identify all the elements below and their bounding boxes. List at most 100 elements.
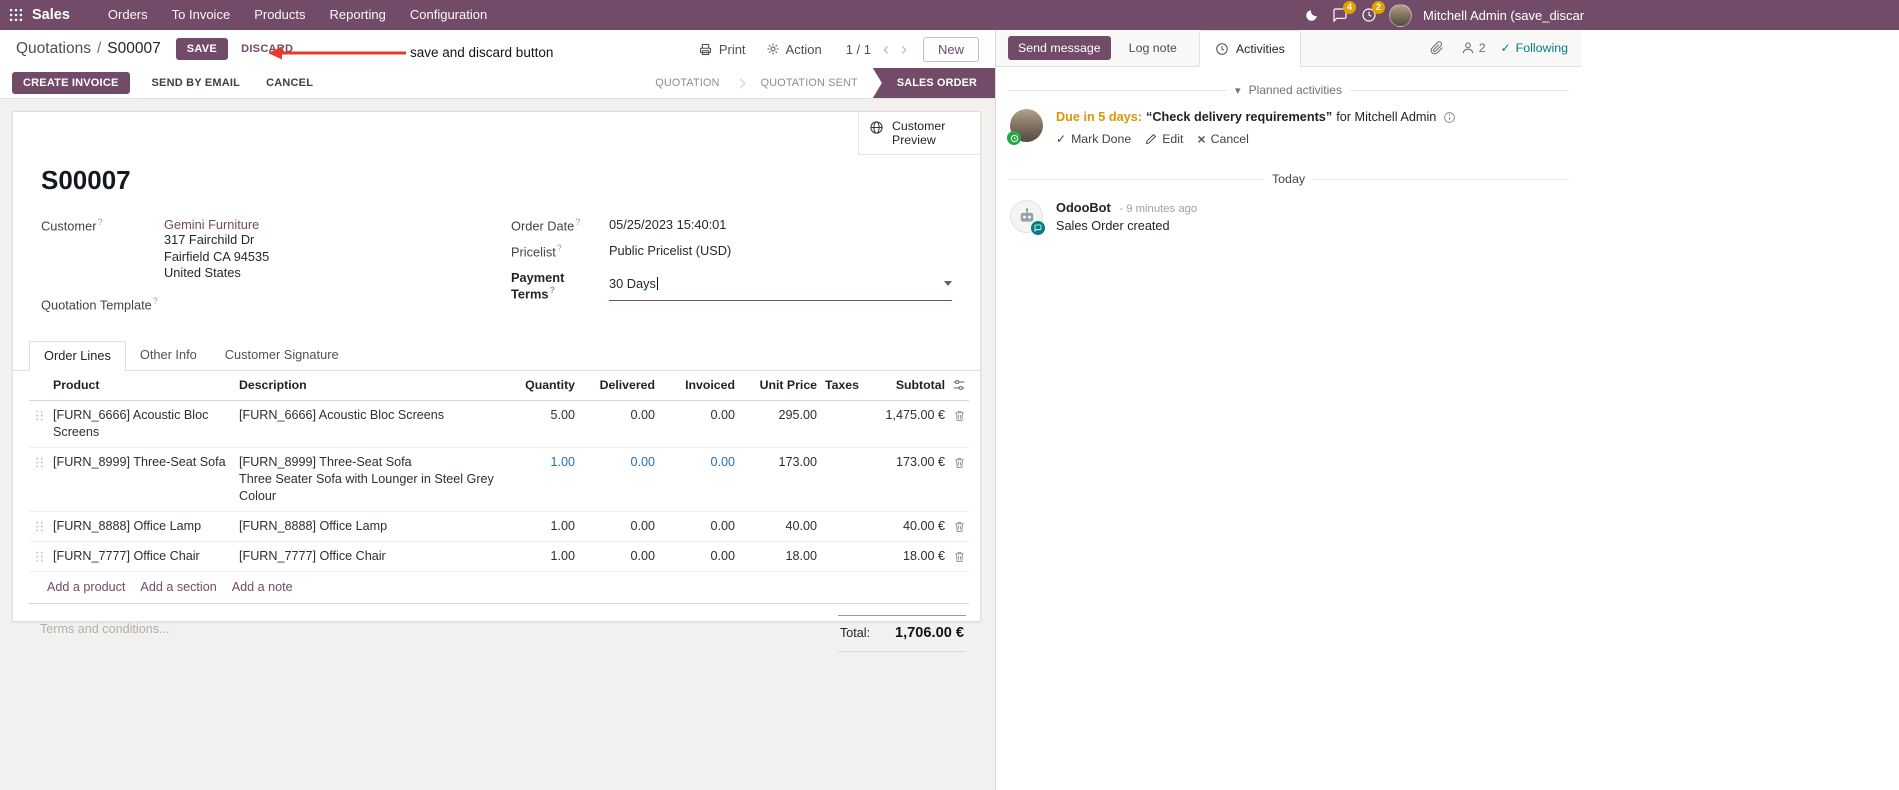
pager-previous-icon[interactable]: ‹	[882, 39, 889, 59]
cell-description[interactable]: [FURN_7777] Office Chair	[239, 548, 386, 563]
cancel-activity-button[interactable]: × Cancel	[1197, 132, 1248, 146]
terms-placeholder[interactable]: Terms and conditions...	[40, 621, 170, 636]
cell-invoiced[interactable]: 0.00	[710, 454, 735, 469]
print-button[interactable]: Print	[698, 42, 746, 57]
delete-row-icon[interactable]	[949, 548, 969, 563]
menu-products[interactable]: Products	[254, 7, 306, 22]
col-subtotal[interactable]: Subtotal	[895, 377, 945, 392]
cell-description[interactable]: [FURN_8999] Three-Seat Sofa Three Seater…	[239, 454, 494, 503]
odoobot-avatar[interactable]	[1010, 200, 1045, 235]
drag-handle-icon[interactable]	[29, 518, 49, 533]
status-step-quotation[interactable]: QUOTATION	[655, 77, 720, 89]
send-message-button[interactable]: Send message	[1008, 36, 1111, 60]
followers-button[interactable]: 2	[1461, 41, 1486, 55]
attachments-paperclip-icon[interactable]	[1428, 39, 1446, 57]
activities-tab[interactable]: Activities	[1198, 30, 1301, 67]
cell-quantity[interactable]: 1.00	[550, 548, 575, 563]
planned-activities-header[interactable]: ▾ Planned activities	[1008, 83, 1570, 97]
save-button[interactable]: SAVE	[175, 38, 229, 60]
col-product[interactable]: Product	[53, 377, 100, 392]
app-name[interactable]: Sales	[32, 7, 70, 23]
col-description[interactable]: Description	[239, 377, 307, 392]
status-step-sales-order[interactable]: SALES ORDER	[872, 68, 995, 98]
customer-field-value[interactable]: Gemini Furniture 317 Fairchild Dr Fairfi…	[164, 217, 269, 282]
cell-delivered[interactable]: 0.00	[630, 407, 655, 422]
cell-invoiced[interactable]: 0.00	[710, 518, 735, 533]
cell-delivered[interactable]: 0.00	[630, 518, 655, 533]
create-invoice-button[interactable]: CREATE INVOICE	[12, 72, 130, 94]
menu-reporting[interactable]: Reporting	[329, 7, 386, 22]
cancel-button[interactable]: CANCEL	[260, 72, 319, 94]
col-taxes[interactable]: Taxes	[825, 377, 859, 392]
col-unit-price[interactable]: Unit Price	[759, 377, 817, 392]
apps-grid-icon[interactable]	[9, 8, 23, 22]
table-row[interactable]: [FURN_7777] Office Chair [FURN_7777] Off…	[29, 542, 969, 572]
tab-order-lines[interactable]: Order Lines	[29, 340, 126, 371]
breadcrumb-quotations[interactable]: Quotations	[16, 40, 91, 57]
status-step-quotation-sent[interactable]: QUOTATION SENT	[760, 77, 858, 89]
add-a-note-link[interactable]: Add a note	[231, 579, 293, 594]
info-icon[interactable]	[1443, 111, 1456, 124]
table-row[interactable]: [FURN_8999] Three-Seat Sofa [FURN_8999] …	[29, 448, 969, 512]
cell-product[interactable]: [FURN_8999] Three-Seat Sofa	[53, 454, 226, 469]
discard-button[interactable]: DISCARD	[233, 38, 301, 60]
menu-configuration[interactable]: Configuration	[409, 7, 488, 22]
cell-product[interactable]: [FURN_8888] Office Lamp	[53, 518, 202, 533]
cell-quantity[interactable]: 1.00	[550, 454, 575, 469]
cell-description[interactable]: [FURN_8888] Office Lamp	[239, 518, 388, 533]
user-menu[interactable]: Mitchell Admin (save_discar	[1423, 7, 1585, 23]
cell-delivered[interactable]: 0.00	[630, 454, 655, 469]
cell-product[interactable]: [FURN_6666] Acoustic Bloc Screens	[53, 407, 209, 439]
delete-row-icon[interactable]	[949, 407, 969, 422]
dropdown-caret-icon[interactable]	[944, 280, 952, 286]
delete-row-icon[interactable]	[949, 454, 969, 469]
table-row[interactable]: [FURN_8888] Office Lamp [FURN_8888] Offi…	[29, 512, 969, 542]
col-delivered[interactable]: Delivered	[599, 377, 655, 392]
customer-preview-button[interactable]: Customer Preview	[858, 112, 980, 155]
mark-done-button[interactable]: ✓ Mark Done	[1056, 132, 1131, 146]
cell-invoiced[interactable]: 0.00	[710, 407, 735, 422]
cell-unit-price[interactable]: 173.00	[778, 454, 817, 469]
tab-other-info[interactable]: Other Info	[139, 346, 197, 362]
following-button[interactable]: ✓ Following	[1501, 41, 1568, 55]
edit-activity-button[interactable]: Edit	[1145, 132, 1183, 146]
cell-unit-price[interactable]: 18.00	[785, 548, 817, 563]
cell-description[interactable]: [FURN_6666] Acoustic Bloc Screens	[239, 407, 445, 422]
dark-mode-moon-icon[interactable]	[1302, 6, 1320, 24]
cell-quantity[interactable]: 1.00	[550, 518, 575, 533]
new-button[interactable]: New	[922, 36, 979, 62]
action-button[interactable]: Action	[766, 42, 822, 57]
pricelist-value[interactable]: Public Pricelist (USD)	[609, 243, 732, 259]
drag-handle-icon[interactable]	[29, 407, 49, 422]
menu-orders[interactable]: Orders	[107, 7, 148, 22]
order-date-value[interactable]: 05/25/2023 15:40:01	[609, 217, 727, 232]
cell-quantity[interactable]: 5.00	[550, 407, 575, 422]
table-row[interactable]: [FURN_6666] Acoustic Bloc Screens [FURN_…	[29, 401, 969, 448]
activities-clock-icon[interactable]: 2	[1360, 1, 1385, 24]
cell-invoiced[interactable]: 0.00	[710, 548, 735, 563]
message-author[interactable]: OdooBot	[1056, 200, 1111, 215]
menu-to-invoice[interactable]: To Invoice	[171, 7, 231, 22]
send-by-email-button[interactable]: SEND BY EMAIL	[146, 72, 247, 94]
cell-product[interactable]: [FURN_7777] Office Chair	[53, 548, 200, 563]
col-invoiced[interactable]: Invoiced	[685, 377, 735, 392]
add-a-section-link[interactable]: Add a section	[140, 579, 217, 594]
payment-terms-input[interactable]: 30 Days	[609, 270, 952, 301]
pager-next-icon[interactable]: ›	[900, 39, 907, 59]
help-marker: ?	[97, 217, 103, 227]
col-quantity[interactable]: Quantity	[525, 377, 575, 392]
messages-icon[interactable]: 4	[1331, 1, 1356, 24]
customer-link[interactable]: Gemini Furniture	[164, 217, 260, 232]
cell-delivered[interactable]: 0.00	[630, 548, 655, 563]
delete-row-icon[interactable]	[949, 518, 969, 533]
cell-unit-price[interactable]: 40.00	[785, 518, 817, 533]
user-avatar[interactable]	[1389, 3, 1412, 27]
tab-customer-signature[interactable]: Customer Signature	[224, 346, 339, 362]
drag-handle-icon[interactable]	[29, 454, 49, 469]
drag-handle-icon[interactable]	[29, 548, 49, 563]
cell-unit-price[interactable]: 295.00	[778, 407, 817, 422]
optional-columns-icon[interactable]	[949, 378, 969, 392]
add-a-product-link[interactable]: Add a product	[47, 579, 126, 594]
log-note-button[interactable]: Log note	[1128, 41, 1177, 55]
activity-avatar[interactable]	[1007, 109, 1043, 145]
